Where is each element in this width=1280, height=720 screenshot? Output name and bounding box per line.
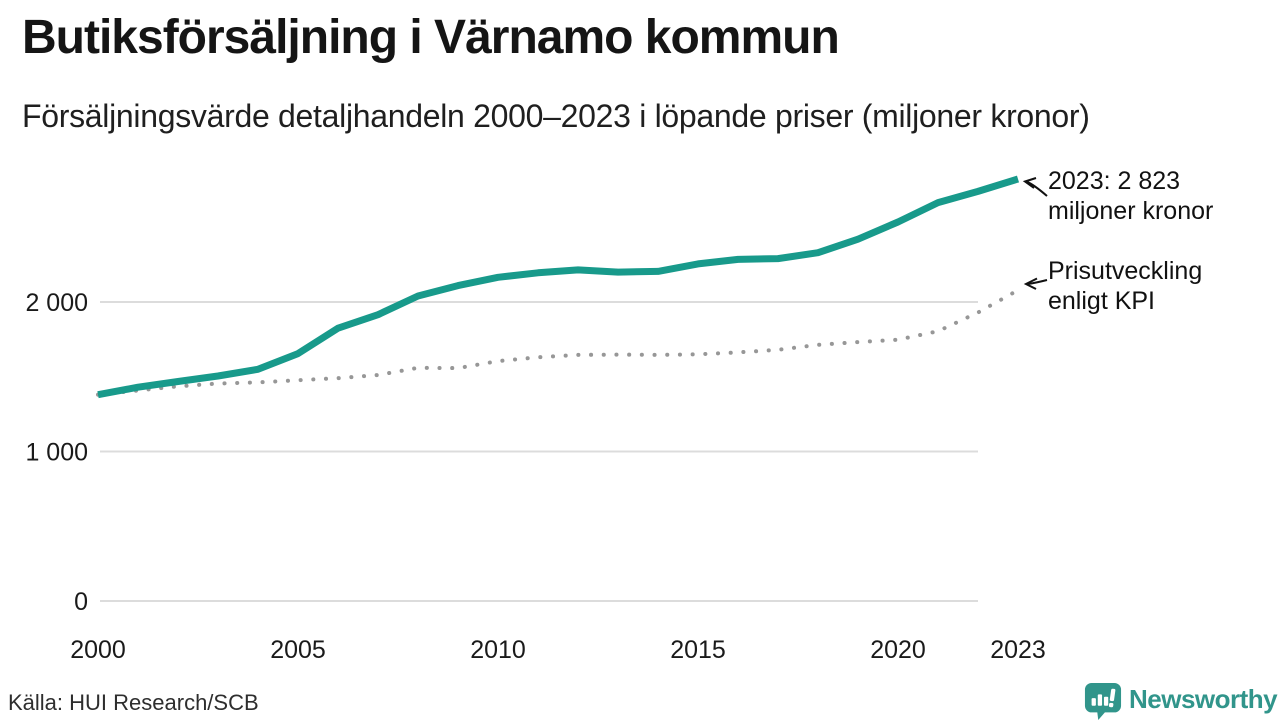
y-axis-tick-labels: 0 1 000 2 000 <box>25 289 88 616</box>
x-tick-label: 2005 <box>270 636 326 664</box>
y-tick-label: 0 <box>74 588 88 616</box>
y-tick-label: 2 000 <box>25 289 88 317</box>
sales-line <box>97 175 1020 399</box>
y-tick-label: 1 000 <box>25 439 88 467</box>
kpi-dotted-line <box>96 288 1020 397</box>
x-axis-tick-labels: 2000 2005 2010 2015 2020 2023 <box>70 636 1046 664</box>
x-tick-label: 2020 <box>870 636 926 664</box>
gridlines <box>100 301 978 602</box>
x-tick-label: 2000 <box>70 636 126 664</box>
newsworthy-logo-icon <box>1084 682 1122 720</box>
source-note: Källa: HUI Research/SCB <box>8 690 259 715</box>
annotation-kpi-line1: Prisutveckling <box>1048 257 1203 285</box>
x-tick-label: 2010 <box>470 636 526 664</box>
annotation-kpi: Prisutveckling enligt KPI <box>1048 256 1202 316</box>
newsworthy-logo-text: Newsworthy <box>1129 684 1278 714</box>
annotation-arrow-kpi-icon <box>1023 277 1048 290</box>
annotation-latest-line2: miljoner kronor <box>1048 197 1214 225</box>
annotation-latest-line1: 2023: 2 823 <box>1048 167 1181 195</box>
annotation-latest-value: 2023: 2 823 miljoner kronor <box>1048 166 1213 226</box>
page-subtitle: Försäljningsvärde detaljhandeln 2000–202… <box>22 98 1090 134</box>
page-title: Butiksförsäljning i Värnamo kommun <box>22 11 840 64</box>
x-tick-label: 2023 <box>990 636 1046 664</box>
newsworthy-logo: Newsworthy <box>1084 682 1278 720</box>
annotation-arrow-latest-icon <box>1022 177 1048 197</box>
x-tick-label: 2015 <box>670 636 726 664</box>
annotation-kpi-line2: enligt KPI <box>1048 287 1156 315</box>
